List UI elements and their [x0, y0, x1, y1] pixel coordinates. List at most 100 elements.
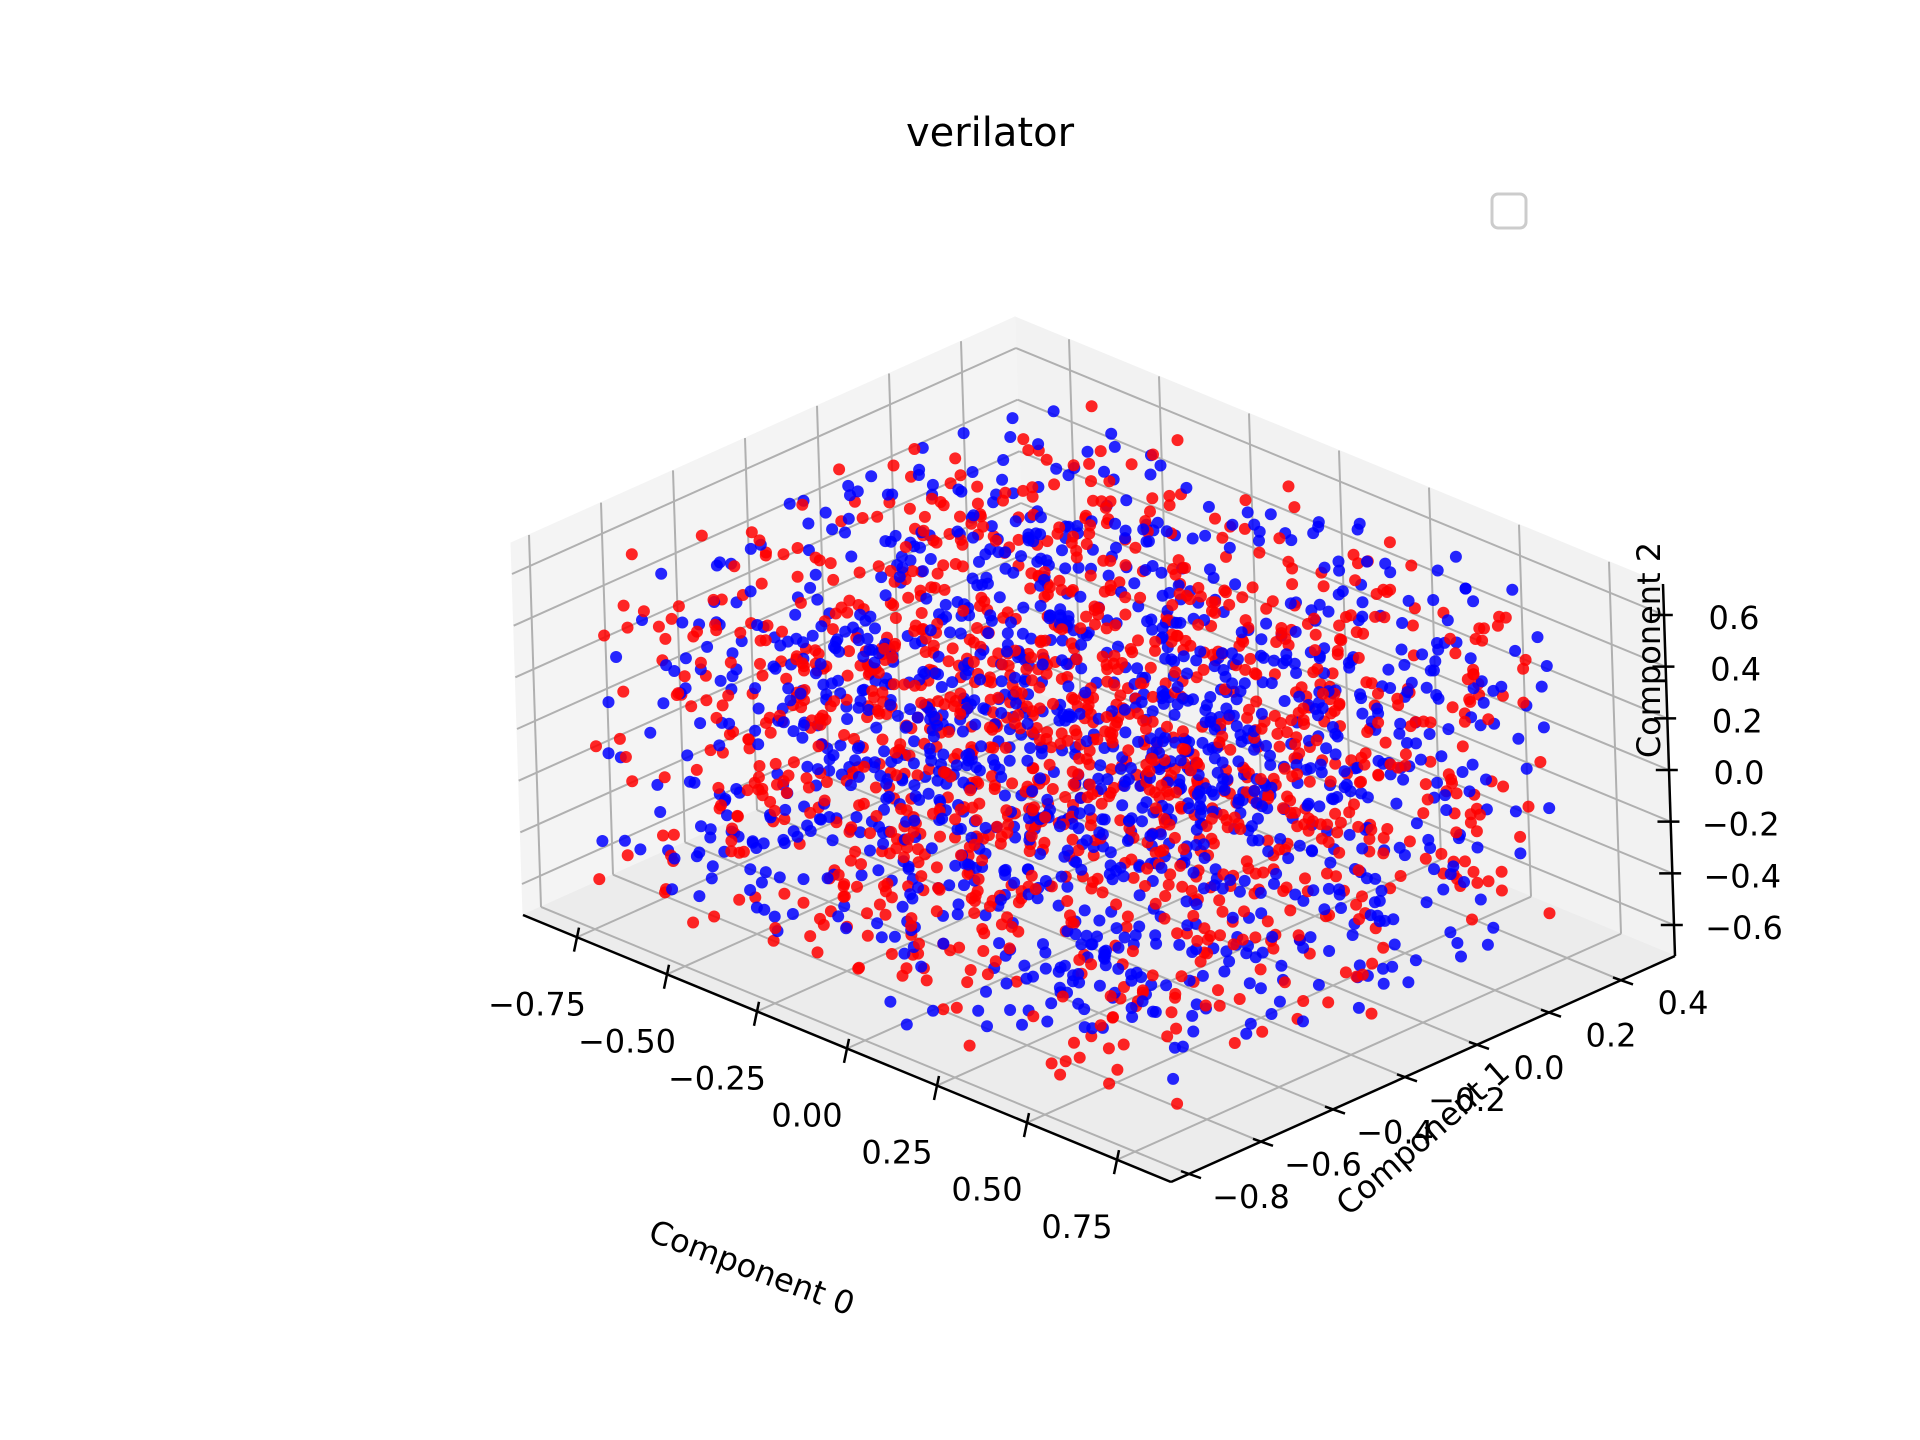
scatter-point [979, 548, 992, 561]
scatter-point [1127, 871, 1140, 884]
scatter-point [1095, 495, 1108, 508]
scatter-point [1017, 601, 1030, 614]
scatter-point [1441, 614, 1454, 627]
scatter-point [933, 794, 946, 806]
scatter-point [902, 833, 915, 845]
scatter-point [1202, 500, 1215, 513]
scatter-point [1106, 1011, 1119, 1024]
y-axis-ticks: −0.8−0.6−0.4−0.20.0 0.2 0.4 [1170, 954, 1709, 1216]
scatter-point [840, 922, 853, 935]
scatter-point [888, 930, 901, 943]
scatter-point [1496, 689, 1509, 702]
scatter-points [590, 400, 1556, 1110]
scatter-point [925, 754, 938, 767]
scatter-point [1015, 550, 1027, 563]
scatter-point [1170, 1022, 1183, 1035]
scatter-point [756, 669, 769, 682]
scatter-point [1233, 793, 1245, 806]
scatter-point [1475, 675, 1488, 688]
scatter-point [971, 480, 984, 493]
scatter-point [889, 746, 902, 759]
scatter-point [713, 556, 726, 569]
scatter-point [602, 747, 615, 760]
scatter-point [634, 843, 647, 856]
scatter-point [884, 564, 897, 577]
scatter-point [1268, 654, 1280, 667]
scatter-point [1062, 469, 1075, 482]
scatter-point [1268, 877, 1280, 890]
scatter-point [786, 908, 799, 920]
scatter-point [1058, 850, 1071, 863]
scatter-point [957, 427, 970, 440]
scatter-point [909, 637, 922, 650]
scatter-point [733, 893, 746, 906]
scatter-point [1083, 744, 1096, 757]
scatter-point [1397, 773, 1410, 786]
scatter-point [1246, 581, 1259, 594]
scatter-point [1103, 868, 1116, 881]
scatter-point [1214, 929, 1226, 942]
scatter-point [1117, 870, 1130, 883]
scatter-point [955, 849, 967, 862]
scatter-point [880, 708, 893, 720]
scatter-point [690, 763, 703, 776]
scatter-point [1166, 599, 1179, 611]
scatter-point [937, 559, 950, 572]
scatter-point [1302, 797, 1315, 810]
scatter-point [915, 607, 928, 619]
scatter-point [1059, 562, 1072, 575]
scatter-point [1085, 475, 1097, 488]
scatter-point [1252, 834, 1265, 847]
scatter-point [1365, 1007, 1378, 1020]
scatter-point [1176, 725, 1189, 738]
scatter-point [1160, 525, 1173, 538]
scatter-point [1171, 434, 1184, 447]
scatter-point [1096, 828, 1109, 841]
scatter-point [979, 821, 992, 834]
scatter-point [1086, 938, 1099, 951]
scatter-point [885, 826, 898, 838]
scatter-point [811, 946, 824, 959]
scatter-point [1074, 622, 1087, 635]
scatter-point [1096, 813, 1109, 826]
scatter-point [723, 717, 736, 730]
scatter-point [843, 594, 856, 607]
scatter-point [1403, 835, 1416, 848]
scatter-point [1232, 755, 1245, 768]
scatter-point [1146, 492, 1159, 505]
scatter-point [1173, 938, 1186, 951]
scatter-point [1065, 916, 1078, 929]
scatter-point [1023, 845, 1036, 858]
scatter-point [1235, 626, 1248, 639]
scatter-point [1471, 841, 1484, 854]
scatter-point [1066, 817, 1079, 830]
scatter-point [1262, 789, 1275, 802]
scatter-point [997, 494, 1009, 507]
y-tick-label: 0.4 [1658, 984, 1709, 1022]
scatter-point [950, 759, 963, 772]
scatter-point [1026, 674, 1038, 687]
scatter-point [1363, 833, 1376, 845]
scatter-point [898, 947, 911, 960]
scatter-point [1297, 894, 1310, 907]
scatter-point [1260, 739, 1272, 752]
scatter-point [963, 633, 976, 646]
scatter-point [1109, 517, 1122, 530]
scatter-point [1277, 885, 1290, 897]
scatter-point [889, 637, 902, 650]
scatter-point [1254, 886, 1267, 899]
scatter-point [1213, 894, 1226, 907]
scatter-point [1383, 536, 1396, 549]
scatter-point [995, 771, 1008, 783]
scatter-point [811, 763, 824, 776]
scatter-point [1419, 852, 1432, 865]
scatter-point [1333, 883, 1345, 896]
scatter-point [985, 520, 998, 533]
scatter-point [1442, 768, 1455, 781]
scatter-point [842, 512, 855, 525]
scatter-point [779, 803, 792, 816]
scatter-point [903, 502, 916, 515]
scatter-point [1017, 484, 1029, 497]
scatter-point [814, 912, 826, 925]
scatter-point [951, 596, 964, 608]
